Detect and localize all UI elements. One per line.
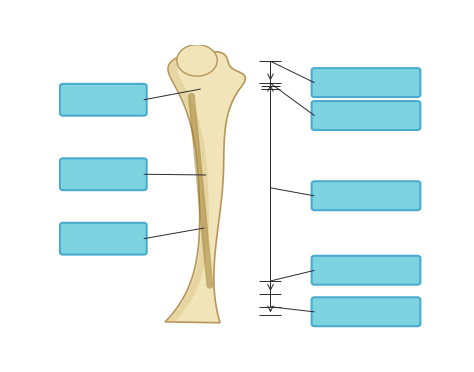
FancyBboxPatch shape xyxy=(311,181,420,210)
FancyBboxPatch shape xyxy=(60,84,146,116)
FancyBboxPatch shape xyxy=(60,223,146,254)
FancyBboxPatch shape xyxy=(311,101,420,130)
FancyBboxPatch shape xyxy=(311,297,420,326)
Polygon shape xyxy=(167,56,209,322)
Polygon shape xyxy=(165,52,246,323)
FancyBboxPatch shape xyxy=(311,68,420,97)
Polygon shape xyxy=(177,45,217,76)
FancyBboxPatch shape xyxy=(311,256,420,285)
FancyBboxPatch shape xyxy=(60,158,146,190)
